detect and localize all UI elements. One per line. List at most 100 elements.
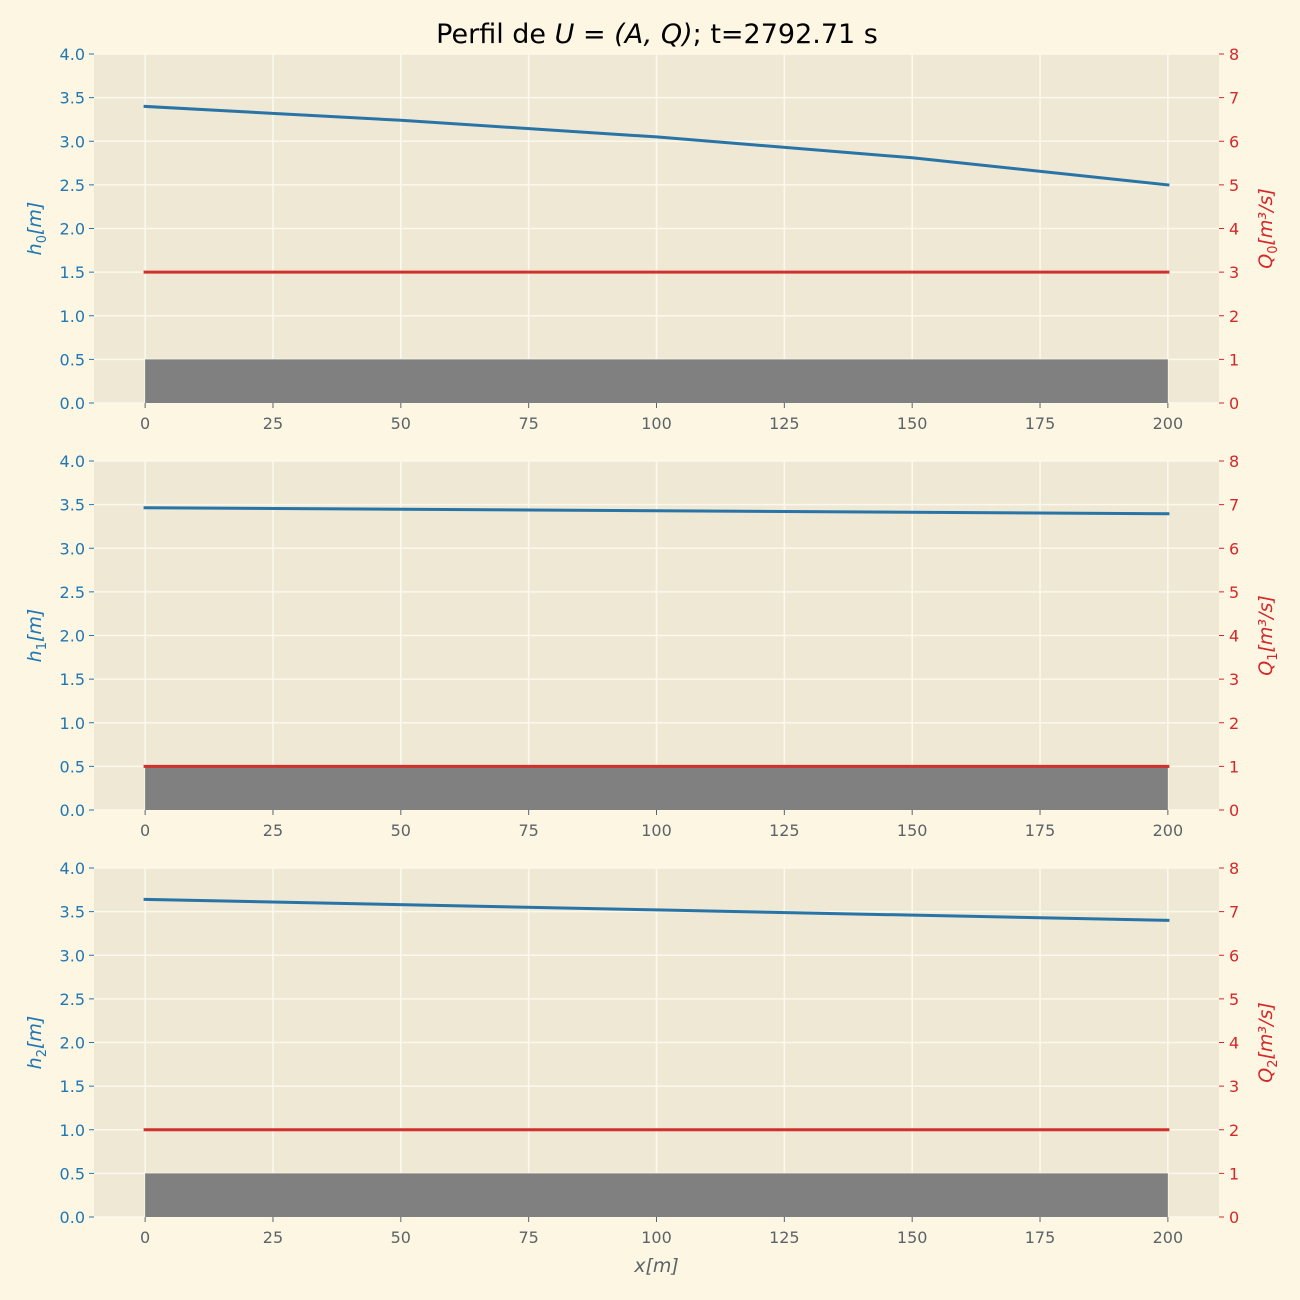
x-tick-label: 25 <box>263 821 283 840</box>
x-tick-label: 150 <box>897 1228 928 1247</box>
left-axis-label: h2[m] <box>24 1016 50 1070</box>
right-tick-label: 6 <box>1229 132 1239 151</box>
right-axis-label-sub: 0 <box>1266 246 1281 254</box>
left-tick-label: 2.0 <box>60 627 85 646</box>
left-tick-label: 1.5 <box>60 670 85 689</box>
x-tick-label: 75 <box>518 821 538 840</box>
left-tick-label: 3.0 <box>60 132 85 151</box>
right-tick-label: 1 <box>1229 350 1239 369</box>
right-axis-label-base: Q <box>1255 254 1277 269</box>
left-axis-label-base: h <box>24 650 46 662</box>
right-tick-label: 4 <box>1229 627 1239 646</box>
right-tick-label: 0 <box>1229 1208 1239 1227</box>
x-tick-label: 0 <box>140 821 150 840</box>
channel-bed <box>145 1173 1168 1217</box>
x-tick-label: 75 <box>518 414 538 433</box>
left-axis-label-unit: [m] <box>24 202 46 235</box>
x-tick-label: 175 <box>1025 1228 1056 1247</box>
left-axis-label-base: h <box>24 243 46 255</box>
right-tick-label: 2 <box>1229 1121 1239 1140</box>
subplot-0: 0.0 0.5 1.0 1.5 2.0 2.5 3.0 3.5 4.0 0 1 2 3 4 5 6 7 8 0 25 5… <box>24 45 1281 433</box>
x-tick-label: 50 <box>391 414 411 433</box>
left-tick-label: 0.0 <box>60 1208 85 1227</box>
left-tick-label: 2.5 <box>60 176 85 195</box>
x-tick-label: 175 <box>1025 821 1056 840</box>
subplot-1: 0.0 0.5 1.0 1.5 2.0 2.5 3.0 3.5 4.0 0 1 2 3 4 5 6 7 8 0 25 5… <box>24 452 1281 840</box>
x-tick-label: 0 <box>140 414 150 433</box>
left-tick-label: 1.5 <box>60 1077 85 1096</box>
subplot-2: 0.0 0.5 1.0 1.5 2.0 2.5 3.0 3.5 4.0 0 1 2 3 4 5 6 7 8 0 25 5… <box>24 859 1281 1277</box>
left-tick-label: 3.0 <box>60 946 85 965</box>
left-tick-label: 2.0 <box>60 220 85 239</box>
x-tick-label: 125 <box>769 1228 800 1247</box>
right-tick-label: 2 <box>1229 714 1239 733</box>
left-tick-label: 1.0 <box>60 714 85 733</box>
x-tick-label: 100 <box>641 414 672 433</box>
x-tick-label: 200 <box>1153 1228 1184 1247</box>
x-tick-label: 150 <box>897 414 928 433</box>
left-tick-label: 2.0 <box>60 1034 85 1053</box>
right-tick-label: 3 <box>1229 670 1239 689</box>
right-axis-label: Q2[m³/s] <box>1255 1002 1281 1083</box>
right-tick-label: 4 <box>1229 1034 1239 1053</box>
right-tick-label: 4 <box>1229 220 1239 239</box>
x-tick-label: 25 <box>263 1228 283 1247</box>
title-math: U = (A, Q) <box>555 19 693 50</box>
left-axis-label-unit: [m] <box>24 1016 46 1049</box>
right-axis-label: Q0[m³/s] <box>1255 188 1281 269</box>
left-axis-label: h0[m] <box>24 202 50 256</box>
left-tick-label: 4.0 <box>60 45 85 64</box>
right-tick-label: 6 <box>1229 946 1239 965</box>
left-tick-label: 0.5 <box>60 757 85 776</box>
right-axis-label: Q1[m³/s] <box>1255 595 1281 676</box>
right-tick-label: 6 <box>1229 539 1239 558</box>
right-tick-label: 7 <box>1229 496 1239 515</box>
depth-line <box>143 506 1170 516</box>
channel-bed <box>145 359 1168 403</box>
right-tick-label: 3 <box>1229 1077 1239 1096</box>
right-tick-label: 7 <box>1229 89 1239 108</box>
depth-line <box>143 897 1170 922</box>
left-tick-label: 0.0 <box>60 801 85 820</box>
right-tick-label: 5 <box>1229 583 1239 602</box>
left-tick-label: 0.5 <box>60 350 85 369</box>
x-axis-label: x[m] <box>633 1255 679 1277</box>
left-axis-label-sub: 1 <box>35 642 50 650</box>
right-axis-label-unit: [m³/s] <box>1255 595 1277 652</box>
left-tick-label: 4.0 <box>60 452 85 471</box>
title-suffix: ; t=2792.71 s <box>693 19 878 50</box>
right-tick-label: 1 <box>1229 757 1239 776</box>
right-tick-label: 5 <box>1229 990 1239 1009</box>
right-tick-label: 8 <box>1229 45 1239 64</box>
x-tick-label: 50 <box>391 821 411 840</box>
right-axis-label-base: Q <box>1255 661 1277 676</box>
right-tick-label: 3 <box>1229 263 1239 282</box>
x-tick-label: 75 <box>518 1228 538 1247</box>
channel-bed <box>145 766 1168 810</box>
x-tick-label: 50 <box>391 1228 411 1247</box>
left-axis-label-unit: [m] <box>24 609 46 642</box>
depth-line <box>143 104 1170 187</box>
x-tick-label: 100 <box>641 1228 672 1247</box>
chart-title: Perfil de U = (A, Q); t=2792.71 s <box>436 19 878 50</box>
left-axis-label: h1[m] <box>24 609 50 663</box>
right-axis-label-unit: [m³/s] <box>1255 1002 1277 1059</box>
x-tick-label: 25 <box>263 414 283 433</box>
title-prefix: Perfil de <box>436 19 554 50</box>
x-tick-label: 200 <box>1153 821 1184 840</box>
x-tick-label: 125 <box>769 821 800 840</box>
left-tick-label: 1.0 <box>60 307 85 326</box>
left-tick-label: 2.5 <box>60 990 85 1009</box>
left-tick-label: 3.5 <box>60 496 85 515</box>
left-axis-label-sub: 2 <box>35 1049 50 1057</box>
x-tick-label: 150 <box>897 821 928 840</box>
right-tick-label: 5 <box>1229 176 1239 195</box>
left-tick-label: 3.5 <box>60 903 85 922</box>
right-tick-label: 1 <box>1229 1164 1239 1183</box>
left-tick-label: 1.5 <box>60 263 85 282</box>
x-tick-label: 0 <box>140 1228 150 1247</box>
left-tick-label: 1.0 <box>60 1121 85 1140</box>
x-tick-label: 125 <box>769 414 800 433</box>
right-axis-label-base: Q <box>1255 1068 1277 1083</box>
